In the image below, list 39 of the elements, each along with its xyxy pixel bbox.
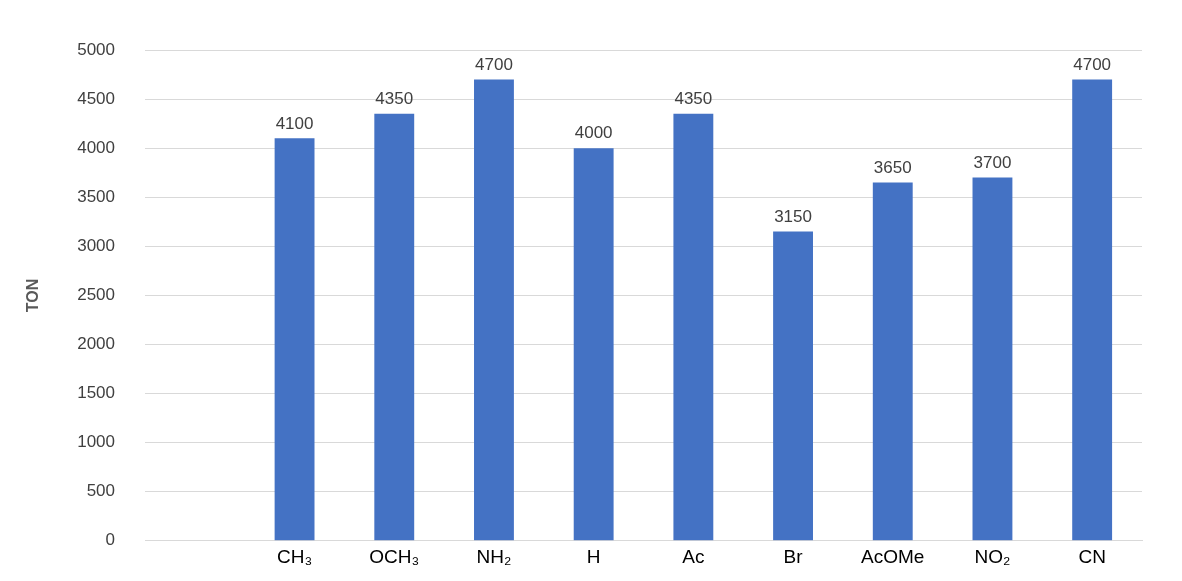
y-tick-label: 3000 [77,236,116,256]
bar [773,231,813,541]
x-tick-label: AcOMe [861,546,925,568]
bar [1072,79,1113,541]
data-label: 4000 [574,123,613,143]
bar [374,113,415,541]
y-tick-label: 3500 [77,186,116,206]
y-tick-label: 4000 [77,137,116,157]
x-tick-label: Ac [682,546,705,568]
bar [274,138,315,541]
data-label: 3700 [973,152,1012,172]
bar [573,148,614,541]
x-tick-label: NH₂ [476,546,512,568]
y-tick-label: 1500 [77,383,116,403]
y-tick-label: 0 [105,530,116,550]
x-tick-label: H [586,546,601,568]
y-axis-title: TON [24,278,42,313]
data-label: 4700 [1073,54,1112,74]
y-tick-label: 1000 [77,432,116,452]
data-label: 4100 [275,113,314,133]
x-tick-label: Br [783,546,804,568]
data-label: 3150 [774,206,812,226]
y-tick-label: 2500 [77,285,116,305]
y-tick-label: 5000 [77,39,116,59]
x-tick-label: NO₂ [974,546,1011,568]
data-label: 4700 [475,54,513,74]
data-label: 3650 [873,157,912,177]
bar [673,113,714,541]
y-tick-label: 500 [86,481,116,501]
x-tick-label: CN [1078,546,1106,568]
y-tick-label: 2000 [77,334,116,354]
bar [474,79,514,541]
bar [972,177,1013,541]
x-tick-label: OCH₃ [369,546,420,568]
y-tick-label: 4500 [77,88,116,108]
x-tick-label: CH₃ [276,546,313,568]
bar [872,182,913,541]
data-label: 4350 [674,88,713,108]
data-label: 4350 [375,88,414,108]
